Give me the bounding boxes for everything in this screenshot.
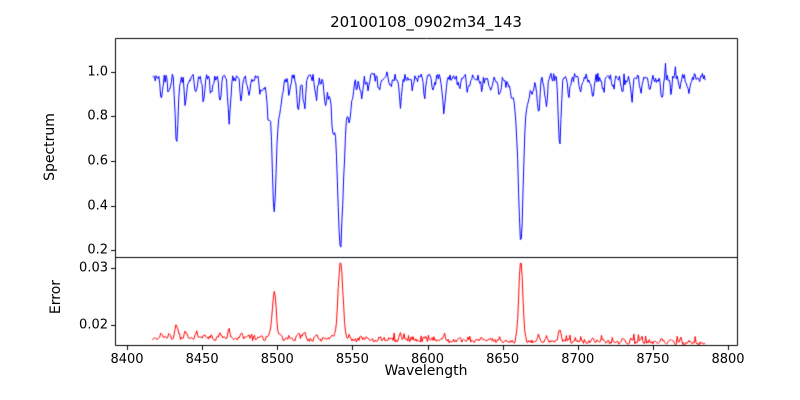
x-axis-label: Wavelength xyxy=(384,363,468,379)
y-axis-label-error: Error xyxy=(48,279,64,315)
chart-title: 20100108_0902m34_143 xyxy=(330,13,522,31)
y-axis-label-spectrum: Spectrum xyxy=(42,113,58,181)
